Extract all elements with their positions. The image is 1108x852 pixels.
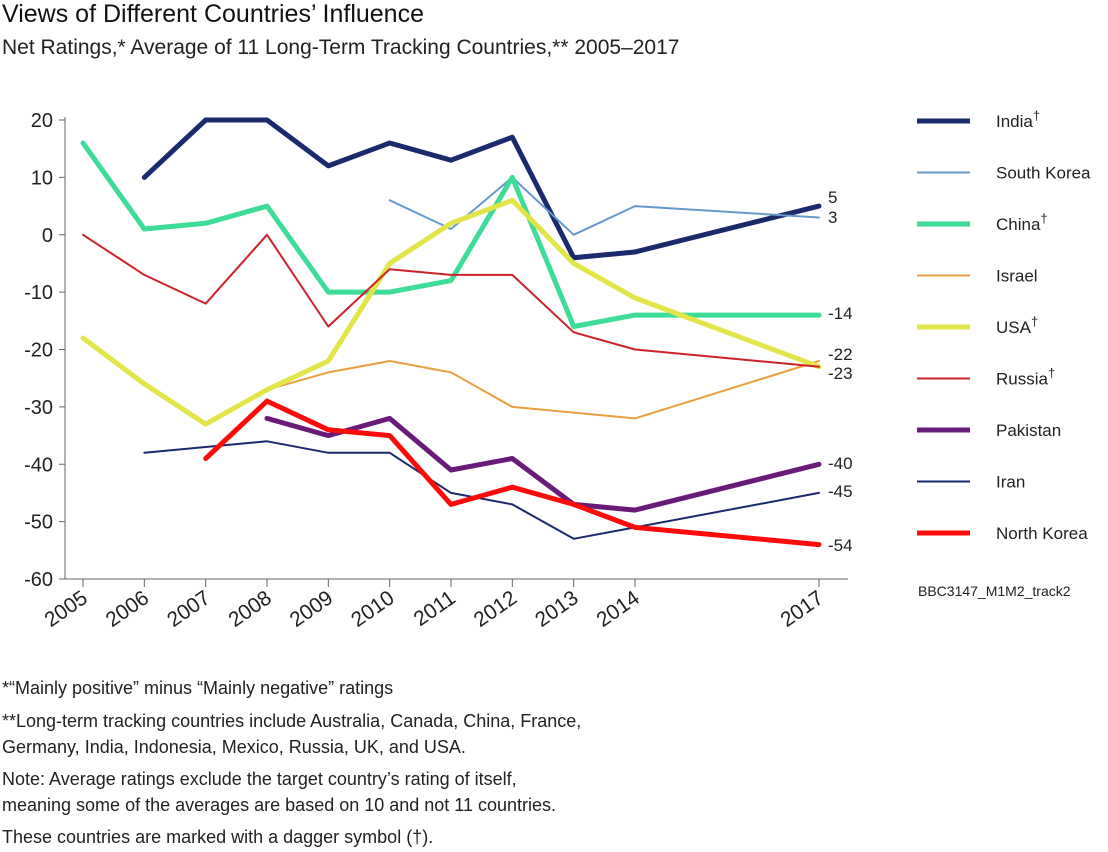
footnote-note-line2: meaning some of the averages are based o… [2, 795, 557, 815]
footnote-ratings: *“Mainly positive” minus “Mainly negativ… [2, 678, 394, 698]
x-tick-label: 2006 [102, 586, 153, 632]
y-tick-label: 20 [31, 110, 53, 132]
series-line-usa [80, 197, 822, 427]
y-tick-label: 0 [42, 225, 53, 247]
x-tick-label: 2012 [470, 586, 521, 632]
footnote-countries-line2: Germany, India, Indonesia, Mexico, Russi… [2, 737, 466, 757]
footnote-note-line1: Note: Average ratings exclude the target… [2, 769, 517, 789]
end-label: -22 [828, 345, 853, 364]
x-tick-label: 2010 [347, 586, 398, 632]
y-tick-label: -10 [24, 282, 53, 304]
footnote-dagger: These countries are marked with a dagger… [2, 827, 434, 847]
chart-subtitle: Net Ratings,* Average of 11 Long-Term Tr… [2, 36, 680, 59]
legend-label: India† [996, 108, 1040, 131]
legend-label: Pakistan [996, 421, 1061, 440]
x-tick-label: 2013 [531, 586, 582, 632]
chart-series [80, 117, 822, 548]
y-tick-label: -40 [24, 454, 53, 476]
series-line-iran [143, 440, 820, 540]
x-tick-label: 2014 [592, 586, 644, 632]
series-line-south-korea [388, 176, 820, 236]
end-label: -54 [828, 536, 853, 555]
series-line-russia [82, 233, 820, 368]
legend-label: South Korea [996, 164, 1091, 183]
end-label: 3 [828, 208, 837, 227]
footnote-countries-line1: **Long-term tracking countries include A… [2, 711, 582, 731]
series-line-india [141, 117, 822, 261]
series-line-north-korea [203, 398, 822, 548]
legend-label: China† [996, 211, 1048, 234]
legend-label: USA† [996, 314, 1038, 337]
series-line-china [80, 140, 822, 329]
end-label: -23 [828, 364, 853, 383]
x-tick-label: 2011 [410, 586, 460, 631]
x-tick-label: 2009 [286, 586, 337, 632]
x-tick-label: 2017 [776, 586, 827, 632]
y-tick-label: 10 [31, 167, 53, 189]
chart-title: Views of Different Countries’ Influence [2, 0, 424, 28]
end-labels: 53 -14 -22-23 -40 -45 -54 [828, 188, 853, 555]
y-tick-label: -50 [24, 512, 53, 534]
y-tick-label: -60 [24, 569, 53, 591]
legend-label: North Korea [996, 524, 1088, 543]
series-line-israel [266, 360, 820, 420]
end-label: 5 [828, 188, 837, 207]
y-tick-label: -30 [24, 397, 53, 419]
y-tick-label: -20 [24, 340, 53, 362]
legend-label: Iran [996, 473, 1025, 492]
x-tick-label: 2005 [40, 586, 91, 632]
x-tick-label: 2007 [163, 586, 214, 632]
end-label: -45 [828, 482, 853, 501]
end-label: -14 [828, 304, 853, 323]
legend-label: Russia† [996, 366, 1055, 389]
legend-label: Israel [996, 267, 1038, 286]
chart-code: BBC3147_M1M2_track2 [918, 583, 1071, 599]
legend: India† South Korea China† Israel USA† Russia†… [917, 108, 1091, 543]
x-tick-label: 2008 [224, 586, 275, 632]
end-label: -40 [828, 454, 853, 473]
